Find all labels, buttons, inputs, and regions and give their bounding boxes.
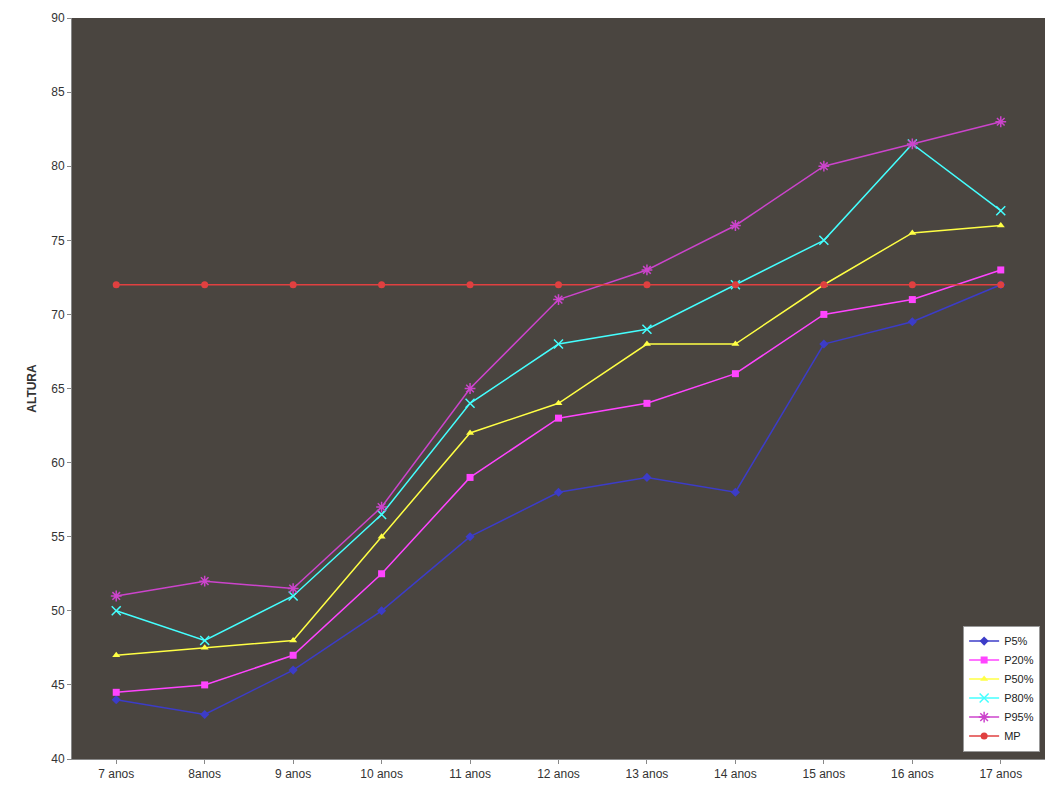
- svg-text:MP: MP: [1004, 730, 1021, 742]
- svg-text:80: 80: [51, 159, 65, 173]
- svg-text:75: 75: [51, 234, 65, 248]
- svg-text:P80%: P80%: [1004, 692, 1034, 704]
- svg-text:60: 60: [51, 456, 65, 470]
- svg-text:P50%: P50%: [1004, 673, 1034, 685]
- svg-text:9 anos: 9 anos: [275, 767, 311, 781]
- svg-text:8anos: 8anos: [188, 767, 221, 781]
- svg-text:40: 40: [51, 752, 65, 766]
- svg-text:70: 70: [51, 308, 65, 322]
- svg-text:P95%: P95%: [1004, 711, 1034, 723]
- svg-text:7 anos: 7 anos: [98, 767, 134, 781]
- svg-text:85: 85: [51, 85, 65, 99]
- svg-text:10 anos: 10 anos: [360, 767, 403, 781]
- svg-text:12 anos: 12 anos: [537, 767, 580, 781]
- svg-text:11 anos: 11 anos: [449, 767, 491, 781]
- svg-text:P5%: P5%: [1004, 635, 1027, 647]
- svg-text:15 anos: 15 anos: [803, 767, 846, 781]
- svg-text:17 anos: 17 anos: [979, 767, 1022, 781]
- svg-text:ALTURA: ALTURA: [25, 364, 39, 413]
- svg-text:13 anos: 13 anos: [626, 767, 669, 781]
- svg-text:90: 90: [51, 11, 65, 25]
- svg-text:55: 55: [51, 530, 65, 544]
- svg-text:45: 45: [51, 678, 65, 692]
- svg-text:16 anos: 16 anos: [891, 767, 934, 781]
- svg-text:50: 50: [51, 604, 65, 618]
- svg-text:P20%: P20%: [1004, 654, 1034, 666]
- svg-text:14 anos: 14 anos: [714, 767, 757, 781]
- svg-text:65: 65: [51, 382, 65, 396]
